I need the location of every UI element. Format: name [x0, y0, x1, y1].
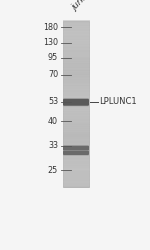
- Text: 33: 33: [48, 141, 58, 150]
- Bar: [63, 21, 89, 188]
- Text: 95: 95: [48, 53, 58, 62]
- Text: 25: 25: [48, 166, 58, 175]
- Text: 130: 130: [43, 38, 58, 48]
- Text: LPLUNC1: LPLUNC1: [99, 97, 137, 106]
- Text: 53: 53: [48, 97, 58, 106]
- Text: jurkat: jurkat: [71, 0, 95, 12]
- Text: 180: 180: [43, 22, 58, 32]
- Text: 70: 70: [48, 70, 58, 79]
- Text: 40: 40: [48, 117, 58, 126]
